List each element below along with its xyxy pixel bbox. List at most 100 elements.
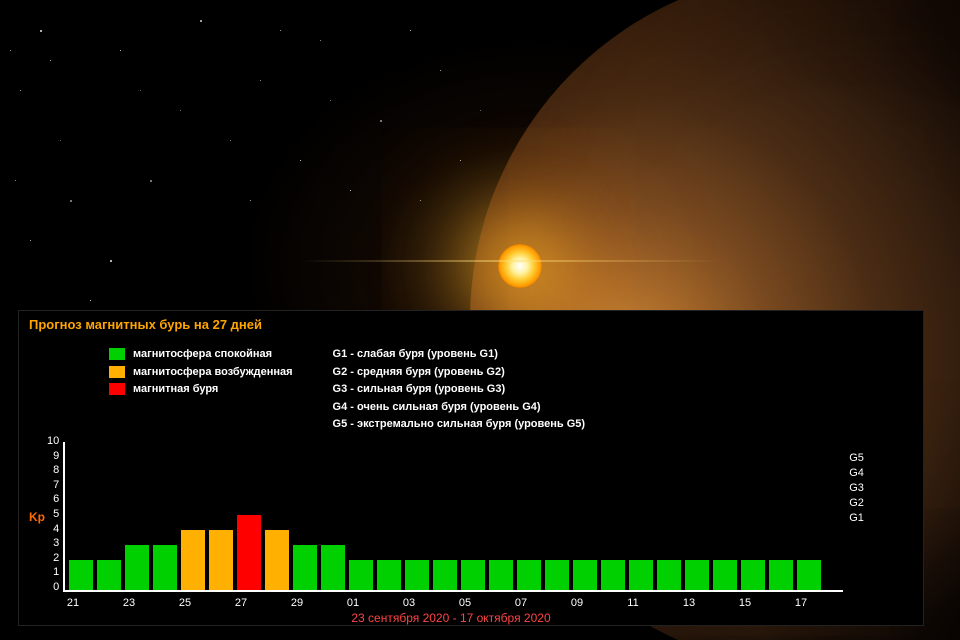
y-axis-right: G5G4G3G2G1 xyxy=(843,442,849,592)
legend-scale-item: G4 - очень сильная буря (уровень G4) xyxy=(333,399,586,417)
star xyxy=(480,110,481,111)
star xyxy=(230,140,231,141)
x-tick xyxy=(143,597,171,609)
bar xyxy=(797,560,821,590)
y-axis-ticks: 109876543210 xyxy=(47,435,63,593)
bar xyxy=(769,560,793,590)
star xyxy=(50,60,51,61)
star xyxy=(180,110,181,111)
legend-item: магнитная буря xyxy=(109,381,293,399)
chart-panel: Прогноз магнитных бурь на 27 дней магнит… xyxy=(18,310,924,626)
bar xyxy=(685,560,709,590)
x-tick xyxy=(535,597,563,609)
bar xyxy=(153,545,177,590)
y-tick: 6 xyxy=(47,493,59,505)
bar xyxy=(97,560,121,590)
star xyxy=(30,240,31,241)
x-tick xyxy=(591,597,619,609)
lens-flare xyxy=(300,260,720,262)
legend-item: магнитосфера возбужденная xyxy=(109,364,293,382)
legend-left: магнитосфера спокойная магнитосфера возбу… xyxy=(109,346,293,434)
star xyxy=(40,30,42,32)
x-tick: 03 xyxy=(395,597,423,609)
legend-scale-item: G2 - средняя буря (уровень G2) xyxy=(333,364,586,382)
legend-swatch xyxy=(109,366,125,378)
star xyxy=(150,180,152,182)
g-level-tick: G3 xyxy=(849,482,864,494)
star xyxy=(410,30,411,31)
x-axis-ticks: 2123252729010305070911131517 xyxy=(59,597,913,609)
bar xyxy=(209,530,233,590)
plot-area xyxy=(63,442,843,592)
bar xyxy=(181,530,205,590)
legend-right: G1 - слабая буря (уровень G1)G2 - средня… xyxy=(333,346,586,434)
x-tick: 29 xyxy=(283,597,311,609)
bar xyxy=(237,515,261,590)
legend-item: магнитосфера спокойная xyxy=(109,346,293,364)
x-tick xyxy=(367,597,395,609)
bars-container xyxy=(69,442,825,590)
star xyxy=(90,300,91,301)
star xyxy=(15,180,16,181)
x-tick: 11 xyxy=(619,597,647,609)
legend-swatch xyxy=(109,383,125,395)
star xyxy=(460,160,461,161)
y-tick: 10 xyxy=(47,435,59,447)
g-level-tick: G5 xyxy=(849,452,864,464)
bar xyxy=(69,560,93,590)
bar xyxy=(517,560,541,590)
bar xyxy=(573,560,597,590)
x-tick: 15 xyxy=(731,597,759,609)
bar xyxy=(293,545,317,590)
star xyxy=(420,200,421,201)
x-tick: 01 xyxy=(339,597,367,609)
x-tick xyxy=(87,597,115,609)
x-tick xyxy=(759,597,787,609)
x-tick: 09 xyxy=(563,597,591,609)
y-tick: 5 xyxy=(47,508,59,520)
star xyxy=(440,70,441,71)
bar xyxy=(741,560,765,590)
star xyxy=(330,100,331,101)
legend-scale-item: G3 - сильная буря (уровень G3) xyxy=(333,381,586,399)
legend-label: магнитная буря xyxy=(133,383,218,395)
bar xyxy=(321,545,345,590)
sun-glow xyxy=(498,244,542,288)
bar xyxy=(265,530,289,590)
bar xyxy=(657,560,681,590)
y-tick: 2 xyxy=(47,552,59,564)
bar xyxy=(545,560,569,590)
legend-row: магнитосфера спокойная магнитосфера возбу… xyxy=(109,346,913,434)
y-tick: 7 xyxy=(47,479,59,491)
star xyxy=(380,120,382,122)
legend-scale-item: G5 - экстремально сильная буря (уровень … xyxy=(333,416,586,434)
star xyxy=(280,30,281,31)
bar xyxy=(405,560,429,590)
x-tick xyxy=(255,597,283,609)
y-tick: 8 xyxy=(47,464,59,476)
legend-scale-item: G1 - слабая буря (уровень G1) xyxy=(333,346,586,364)
bar xyxy=(601,560,625,590)
star xyxy=(20,90,21,91)
y-tick: 3 xyxy=(47,537,59,549)
bar xyxy=(629,560,653,590)
legend-label: магнитосфера спокойная xyxy=(133,348,272,360)
x-tick: 27 xyxy=(227,597,255,609)
star xyxy=(70,200,72,202)
bar xyxy=(125,545,149,590)
date-range: 23 сентября 2020 - 17 октября 2020 xyxy=(0,611,913,625)
g-level-tick: G4 xyxy=(849,467,864,479)
x-tick xyxy=(647,597,675,609)
legend-label: магнитосфера возбужденная xyxy=(133,366,293,378)
plot-wrap: Kp 109876543210 G5G4G3G2G1 xyxy=(29,442,913,593)
x-tick xyxy=(311,597,339,609)
x-tick xyxy=(479,597,507,609)
g-level-tick: G1 xyxy=(849,512,864,524)
x-tick: 07 xyxy=(507,597,535,609)
star xyxy=(350,190,351,191)
y-tick: 1 xyxy=(47,566,59,578)
star xyxy=(300,160,301,161)
star xyxy=(140,90,141,91)
star xyxy=(10,50,11,51)
y-tick: 0 xyxy=(47,581,59,593)
